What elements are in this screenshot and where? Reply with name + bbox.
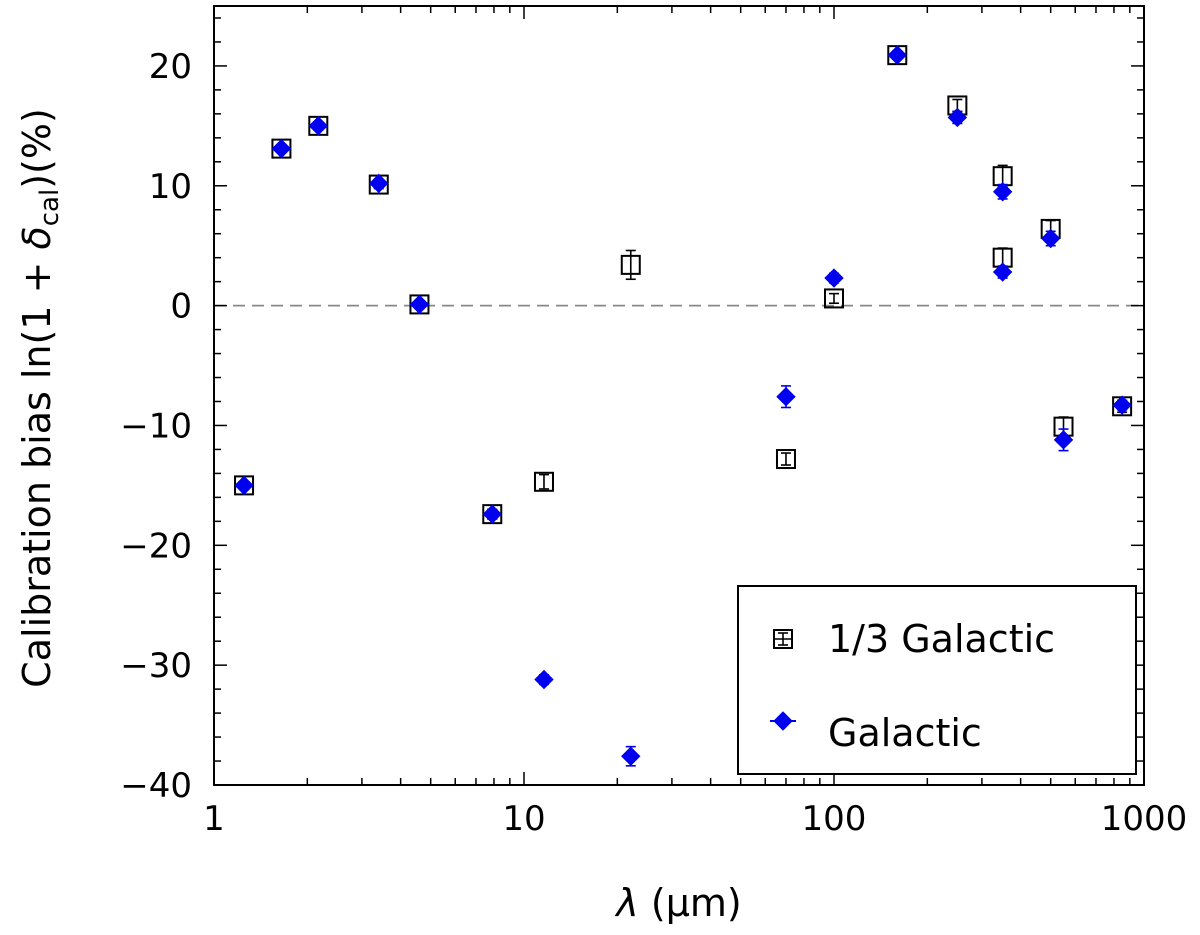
galactic-marker bbox=[369, 173, 389, 194]
galactic-marker bbox=[947, 107, 968, 128]
data-points bbox=[234, 45, 1133, 767]
galactic-marker bbox=[482, 504, 502, 524]
galactic-point bbox=[369, 173, 389, 194]
x-tick-label: 10 bbox=[502, 799, 545, 839]
legend-label-third: 1/3 Galactic bbox=[828, 617, 1055, 661]
galactic-point bbox=[947, 107, 968, 128]
x-tick-label: 1000 bbox=[1101, 799, 1188, 839]
galactic-point bbox=[621, 745, 641, 767]
galactic-marker bbox=[992, 182, 1013, 202]
galactic-point bbox=[1040, 228, 1061, 249]
galactic-marker bbox=[887, 45, 907, 65]
y-tick-label: −30 bbox=[120, 646, 192, 686]
galactic-point bbox=[1112, 395, 1132, 415]
y-tick-label: −20 bbox=[120, 526, 192, 566]
third-galactic-marker bbox=[775, 449, 796, 470]
galactic-marker bbox=[409, 294, 430, 315]
plot-frame bbox=[213, 5, 1145, 786]
third-galactic-point bbox=[775, 449, 796, 470]
galactic-marker bbox=[776, 386, 796, 407]
third-galactic-point bbox=[620, 249, 641, 281]
third-galactic-errorbar bbox=[780, 452, 791, 466]
galactic-marker bbox=[534, 669, 554, 690]
y-tick-label: 20 bbox=[149, 47, 192, 87]
y-tick-label: −40 bbox=[120, 766, 192, 806]
galactic-point bbox=[234, 475, 254, 496]
legend-diamond-marker bbox=[773, 711, 793, 731]
legend: 1/3 Galactic Galactic bbox=[737, 585, 1137, 775]
x-tick-label: 100 bbox=[802, 799, 867, 839]
third-galactic-point bbox=[824, 288, 844, 309]
galactic-marker bbox=[1040, 228, 1061, 249]
legend-box bbox=[737, 585, 1137, 775]
x-tick-label: 1 bbox=[203, 799, 225, 839]
galactic-marker bbox=[824, 268, 844, 288]
third-galactic-marker bbox=[824, 288, 844, 309]
galactic-point bbox=[992, 182, 1013, 202]
galactic-marker bbox=[621, 746, 641, 766]
galactic-point bbox=[887, 45, 907, 65]
legend-entry-galactic: Galactic bbox=[770, 711, 982, 755]
galactic-point bbox=[824, 268, 844, 288]
y-tick-label: 0 bbox=[170, 287, 192, 327]
galactic-point bbox=[776, 385, 796, 409]
legend-marker-open-square bbox=[773, 629, 793, 649]
y-tick-label: −10 bbox=[120, 406, 192, 446]
x-axis-label: λ (μm) bbox=[614, 881, 741, 925]
axis-ticks bbox=[213, 6, 1144, 786]
third-galactic-errorbar bbox=[829, 292, 839, 305]
galactic-point bbox=[271, 138, 292, 159]
third-galactic-errorbar bbox=[625, 249, 636, 281]
legend-label-galactic: Galactic bbox=[828, 711, 982, 755]
third-galactic-point bbox=[533, 471, 554, 492]
galactic-marker bbox=[992, 262, 1013, 282]
galactic-point bbox=[992, 262, 1013, 282]
legend-marker-filled-diamond bbox=[770, 711, 796, 731]
tick-labels: 1 10 100 1000 −40 −30 −20 −10 0 10 20 bbox=[120, 47, 1187, 839]
galactic-marker bbox=[1053, 430, 1074, 450]
galactic-marker bbox=[271, 138, 292, 159]
legend-entry-third: 1/3 Galactic bbox=[773, 617, 1055, 661]
y-tick-label: 10 bbox=[149, 167, 192, 207]
third-galactic-marker bbox=[620, 254, 641, 275]
galactic-marker bbox=[234, 475, 254, 496]
galactic-point bbox=[308, 116, 329, 136]
galactic-point bbox=[1053, 428, 1074, 452]
galactic-marker bbox=[1112, 395, 1132, 415]
galactic-point bbox=[534, 669, 554, 690]
y-axis-label: Calibration bias ln(1 + δcal)(%) bbox=[15, 108, 65, 688]
legend-square-marker bbox=[773, 629, 793, 649]
galactic-point bbox=[482, 504, 502, 524]
galactic-point bbox=[409, 294, 430, 315]
third-galactic-errorbar bbox=[538, 473, 549, 490]
third-galactic-marker bbox=[533, 471, 554, 492]
galactic-marker bbox=[308, 116, 329, 136]
